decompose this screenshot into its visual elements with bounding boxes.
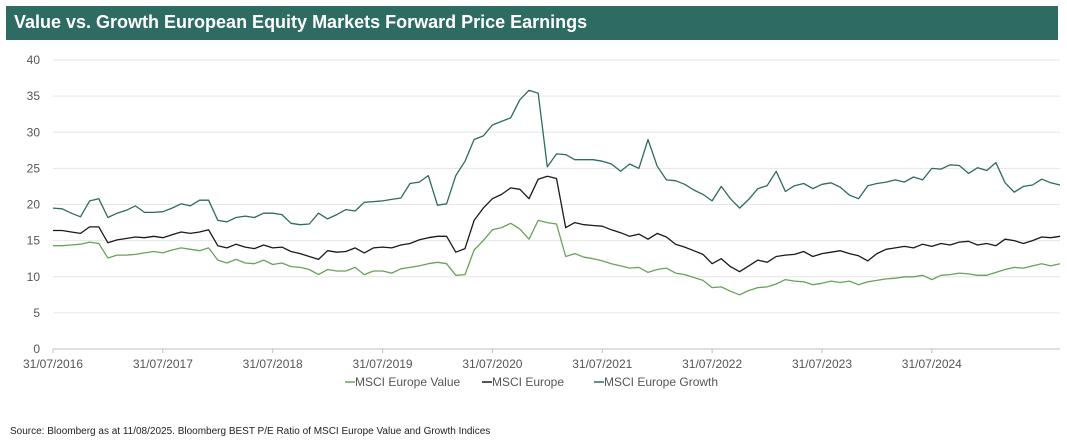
legend: MSCI Europe Value MSCI Europe MSCI Europe … [345, 375, 718, 389]
y-axis-gridlines [53, 59, 1060, 314]
y-tick-label: 20 [27, 198, 41, 212]
x-tick-label: 31/07/2019 [353, 357, 413, 371]
y-tick-label: 10 [27, 270, 41, 284]
x-tick-label: 31/07/2023 [792, 357, 852, 371]
legend-label: MSCI Europe [492, 375, 564, 389]
chart-title: Value vs. Growth European Equity Markets… [14, 12, 588, 32]
title-bar: Value vs. Growth European Equity Markets… [6, 6, 1058, 40]
y-tick-label: 40 [27, 53, 41, 67]
y-axis-tick-labels: 0 5 10 15 20 25 30 35 40 [27, 53, 41, 356]
x-tick-label: 31/07/2022 [682, 357, 742, 371]
y-tick-label: 15 [27, 234, 41, 248]
series-line-msci-europe [53, 175, 1061, 273]
legend-label: MSCI Europe Growth [604, 375, 718, 389]
x-tick-label: 31/07/2018 [243, 357, 303, 371]
source-note: Source: Bloomberg as at 11/08/2025. Bloo… [10, 426, 491, 437]
series-layer [52, 89, 1061, 296]
x-axis-ticks: 31/07/2016 31/07/2017 31/07/2018 31/07/2019… [23, 349, 962, 371]
x-tick-label: 31/07/2021 [572, 357, 632, 371]
y-tick-label: 30 [27, 125, 41, 139]
y-tick-label: 25 [27, 161, 41, 175]
legend-label: MSCI Europe Value [355, 375, 460, 389]
x-tick-label: 31/07/2020 [462, 357, 522, 371]
series-line-msci-europe-value [53, 219, 1061, 296]
x-tick-label: 31/07/2016 [23, 357, 83, 371]
series-line-msci-europe-growth [52, 89, 1061, 226]
y-tick-label: 0 [33, 342, 40, 356]
x-tick-label: 31/07/2017 [133, 357, 193, 371]
y-tick-label: 35 [27, 89, 41, 103]
x-tick-label: 31/07/2024 [902, 357, 962, 371]
y-tick-label: 5 [33, 306, 40, 320]
